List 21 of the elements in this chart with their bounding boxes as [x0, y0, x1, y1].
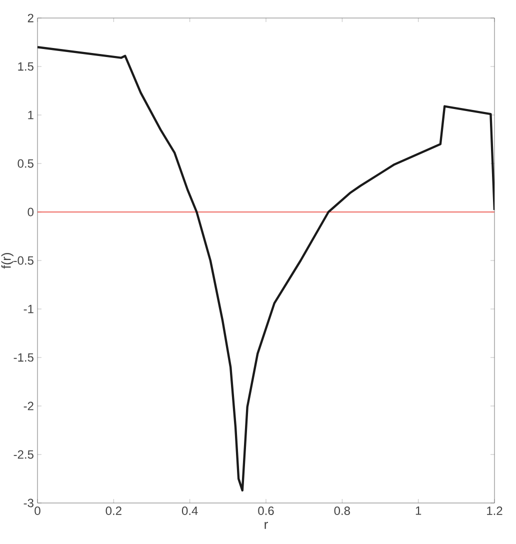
x-tick-label: 0.8	[334, 506, 350, 516]
y-tick-label: -3	[24, 498, 34, 508]
y-tick-label: -0.5	[14, 256, 34, 265]
y-tick-label: -1	[24, 304, 34, 314]
x-tick-label: 1	[416, 506, 421, 515]
y-tick-label: 1.5	[18, 62, 34, 71]
line-series	[37, 46, 494, 492]
x-tick-label: 0.2	[106, 506, 122, 516]
y-axis-title: f(r)	[1, 253, 14, 269]
y-tick-label: 0	[28, 208, 34, 216]
y-tick-label: 1	[28, 110, 34, 120]
x-tick-label: 0.4	[182, 506, 198, 516]
x-tick-label: 0	[34, 506, 40, 516]
x-tick-label: 0.6	[258, 506, 274, 516]
x-tick-label: 1.2	[486, 506, 502, 515]
y-tick-label: 0.5	[18, 159, 34, 168]
y-tick-label: -2.5	[14, 450, 34, 459]
y-tick-label: -1.5	[14, 353, 34, 362]
x-axis-title: r	[264, 522, 268, 529]
y-tick-label: 2	[28, 14, 34, 22]
y-tick-label: -2	[24, 402, 34, 410]
